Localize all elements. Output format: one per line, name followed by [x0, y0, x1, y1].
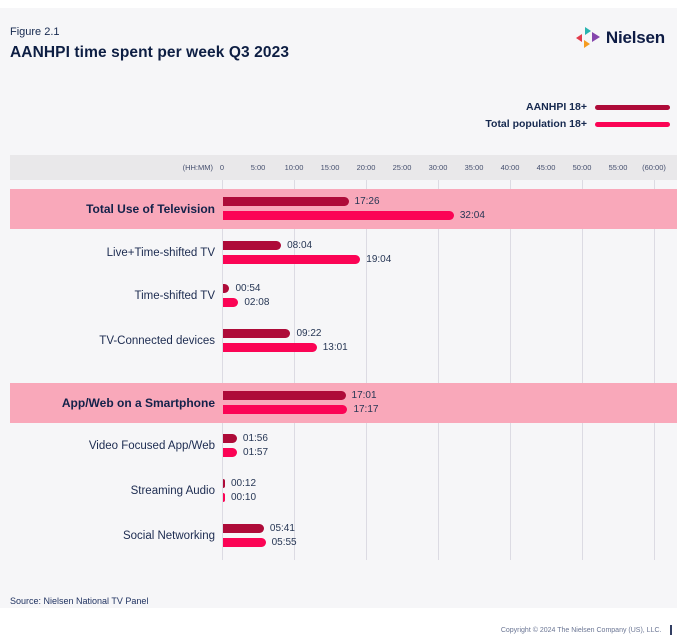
page-footer: Copyright © 2024 The Nielsen Company (US… [0, 625, 677, 635]
bar-total-population [223, 298, 239, 307]
bar-total-population [223, 493, 225, 502]
chart-row: Total Use of Television 17:26 32:04 [10, 189, 677, 229]
bar-aanhpi [223, 479, 225, 488]
gridline [582, 180, 583, 560]
legend-swatch-aanhpi [595, 104, 670, 110]
bar-value-label: 17:01 [351, 390, 377, 401]
logo-triangle-red [575, 34, 582, 42]
category-label: Video Focused App/Web [88, 440, 215, 452]
logo-triangle-purple [591, 32, 600, 42]
chart-row: Time-shifted TV 00:54 02:08 [10, 276, 677, 316]
gridline [654, 180, 655, 560]
category-label: Total Use of Television [86, 202, 215, 216]
footer-divider [670, 625, 672, 635]
bar-aanhpi [223, 241, 282, 250]
chart-row: Live+Time-shifted TV 08:04 19:04 [10, 233, 677, 273]
chart-row: Video Focused App/Web 01:56 01:57 [10, 426, 677, 466]
category-label: Live+Time-shifted TV [106, 247, 215, 259]
bar-value-label: 32:04 [459, 210, 485, 221]
legend-swatch-total-population [595, 121, 670, 127]
bar-value-label: 01:57 [243, 447, 269, 458]
bar-total-population [223, 405, 348, 414]
category-label: Social Networking [122, 530, 215, 542]
x-axis-unit-label: (HH:MM) [182, 163, 213, 172]
legend-label: Total population 18+ [485, 118, 587, 130]
gridline [222, 180, 223, 560]
bar-value-label: 02:08 [244, 297, 270, 308]
page-title: AANHPI time spent per week Q3 2023 [10, 44, 290, 61]
bar-aanhpi [223, 434, 237, 443]
x-axis-tick: 45:00 [536, 163, 556, 172]
x-axis-tick: 35:00 [464, 163, 484, 172]
nielsen-logo: Nielsen [575, 26, 665, 49]
x-axis-tick: 5:00 [250, 163, 266, 172]
x-axis-tick: 10:00 [284, 163, 304, 172]
bar-aanhpi [223, 197, 349, 206]
bar-value-label: 00:10 [231, 492, 257, 503]
gridline [510, 180, 511, 560]
category-label: Streaming Audio [130, 485, 215, 497]
logo-triangle-orange [583, 40, 590, 48]
gridline [294, 180, 295, 560]
legend-label: AANHPI 18+ [526, 101, 587, 113]
gridline [366, 180, 367, 560]
chart-row: Social Networking 05:41 05:55 [10, 516, 677, 556]
x-axis-tick: 40:00 [500, 163, 520, 172]
category-label: TV-Connected devices [99, 335, 215, 347]
x-axis-tick: 0 [219, 163, 225, 172]
bar-value-label: 00:54 [235, 283, 261, 294]
x-axis-tick: 55:00 [608, 163, 628, 172]
bar-value-label: 17:17 [353, 404, 379, 415]
bar-value-label: 00:12 [231, 478, 257, 489]
bar-value-label: 05:41 [269, 523, 295, 534]
highlight-band [10, 189, 677, 229]
bar-total-population [223, 255, 361, 264]
x-axis-tick: 30:00 [428, 163, 448, 172]
bar-value-label: 17:26 [354, 196, 380, 207]
legend-item-aanhpi: AANHPI 18+ [526, 101, 670, 113]
chart-legend: AANHPI 18+ Total population 18+ [485, 101, 670, 130]
bar-aanhpi [223, 329, 291, 338]
bar-total-population [223, 538, 266, 547]
bar-value-label: 19:04 [366, 254, 392, 265]
nielsen-logo-icon [575, 26, 601, 49]
bar-value-label: 09:22 [296, 328, 322, 339]
gridline [438, 180, 439, 560]
bar-value-label: 13:01 [322, 342, 348, 353]
chart-row: App/Web on a Smartphone 17:01 17:17 [10, 383, 677, 423]
bar-aanhpi [223, 284, 230, 293]
logo-triangle-teal [584, 27, 591, 35]
bar-aanhpi [223, 391, 346, 400]
bar-value-label: 05:55 [271, 537, 297, 548]
x-axis-tick: 20:00 [356, 163, 376, 172]
chart: (HH:MM) 0 5:00 10:00 15:00 20:00 25:00 30:00 35:… [10, 155, 677, 560]
x-axis-tick: 15:00 [320, 163, 340, 172]
x-axis-tick: (60:00) [642, 163, 666, 172]
figure-label: Figure 2.1 [10, 26, 60, 38]
bar-total-population [223, 343, 317, 352]
source-note: Source: Nielsen National TV Panel [10, 596, 149, 606]
bar-total-population [223, 448, 238, 457]
x-axis-band [10, 155, 677, 180]
nielsen-wordmark: Nielsen [605, 27, 665, 47]
legend-item-total-population: Total population 18+ [485, 118, 670, 130]
chart-row: TV-Connected devices 09:22 13:01 [10, 321, 677, 361]
report-card: Figure 2.1 AANHPI time spent per week Q3… [0, 8, 677, 608]
x-axis-tick: 50:00 [572, 163, 592, 172]
category-label: App/Web on a Smartphone [61, 396, 215, 410]
bar-value-label: 01:56 [242, 433, 268, 444]
chart-row: Streaming Audio 00:12 00:10 [10, 471, 677, 511]
bar-value-label: 08:04 [287, 240, 313, 251]
copyright-text: Copyright © 2024 The Nielsen Company (US… [500, 626, 662, 634]
x-axis-tick: 25:00 [392, 163, 412, 172]
category-label: Time-shifted TV [134, 290, 215, 302]
highlight-band [10, 383, 677, 423]
bar-aanhpi [223, 524, 264, 533]
bar-total-population [223, 211, 454, 220]
